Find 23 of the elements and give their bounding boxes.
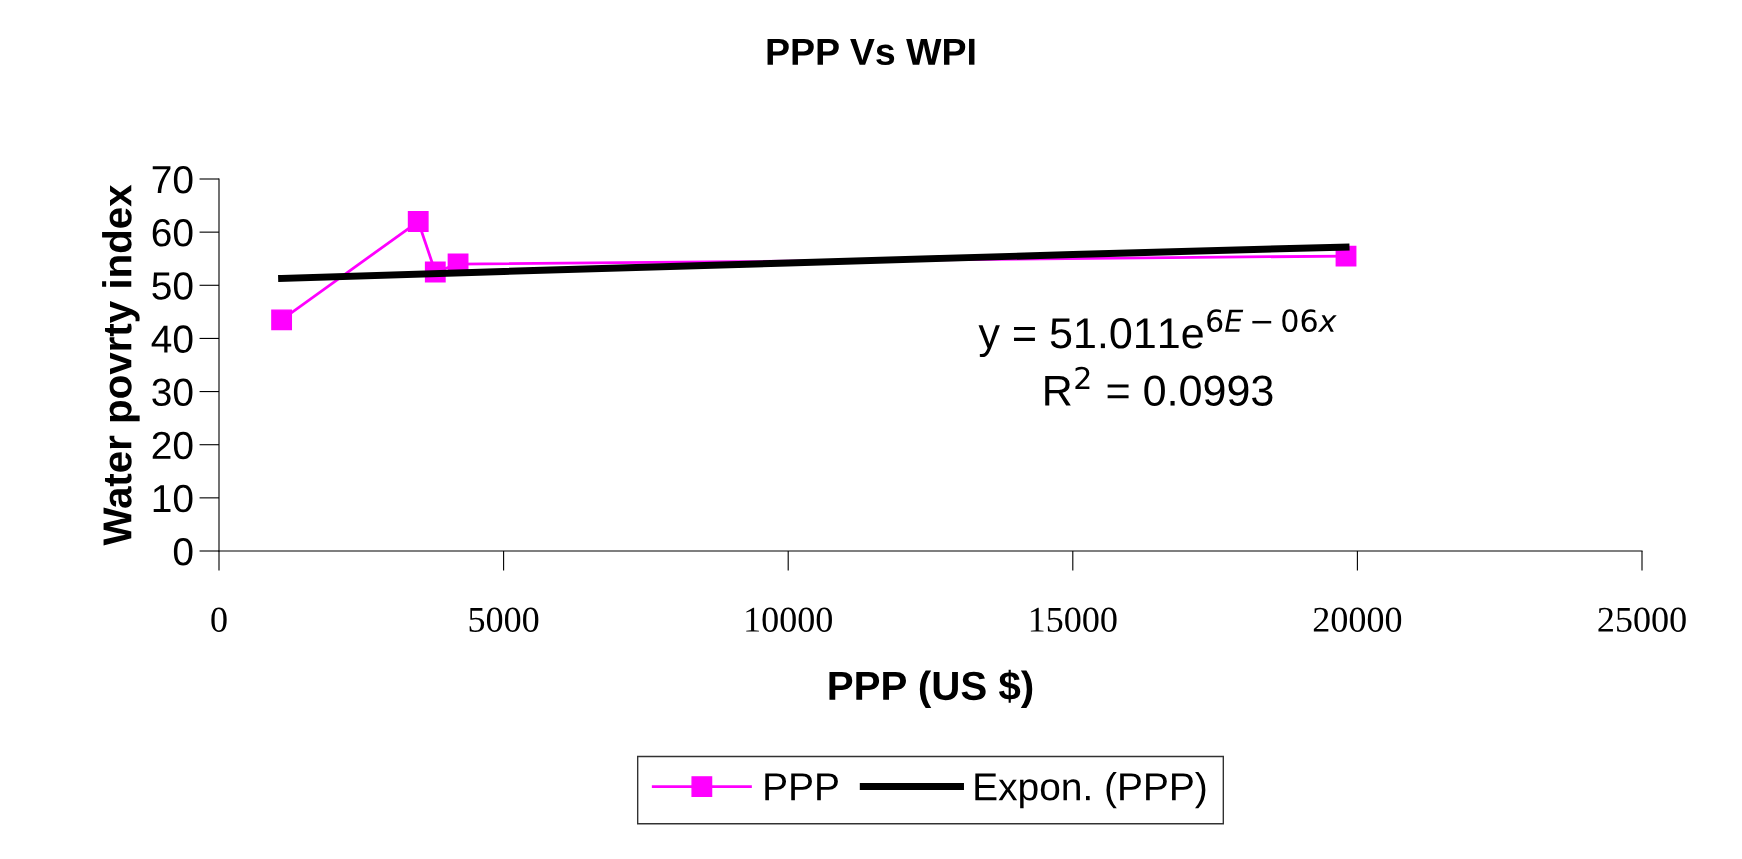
- y-tick-label: 30: [152, 378, 193, 407]
- y-tick-label: 70: [152, 165, 193, 194]
- annotation: R$^{2}$ = 0.0993: [1045, 366, 1273, 406]
- y-tick-label: 20: [152, 431, 193, 460]
- y-tick-label: 10: [153, 484, 193, 513]
- y-tick-label: 40: [151, 325, 193, 353]
- legend-label: PPP: [765, 773, 838, 801]
- legend-label: Expon. (PPP): [975, 772, 1206, 809]
- x-tick-label: 5000: [469, 607, 539, 632]
- point: [271, 309, 293, 331]
- y-tick-label: 60: [152, 219, 193, 247]
- chart-title: PPP Vs WPI: [767, 38, 975, 66]
- point: [407, 211, 429, 232]
- x-axis-title: PPP (US $): [829, 669, 1033, 709]
- x-tick-label: 20000: [1313, 607, 1402, 632]
- y-tick-label: 50: [152, 272, 193, 300]
- x-tick-label: 0: [211, 607, 227, 632]
- x-tick-label: 10000: [746, 607, 832, 632]
- x-tick-label: 25000: [1598, 607, 1686, 632]
- y-axis-title: Water povrty index: [102, 184, 140, 546]
- x-tick-label: 15000: [1030, 607, 1117, 632]
- annotation: y = 51.011e$^{6E−06x}$: [978, 309, 1337, 358]
- y-tick-label: 0: [173, 537, 193, 566]
